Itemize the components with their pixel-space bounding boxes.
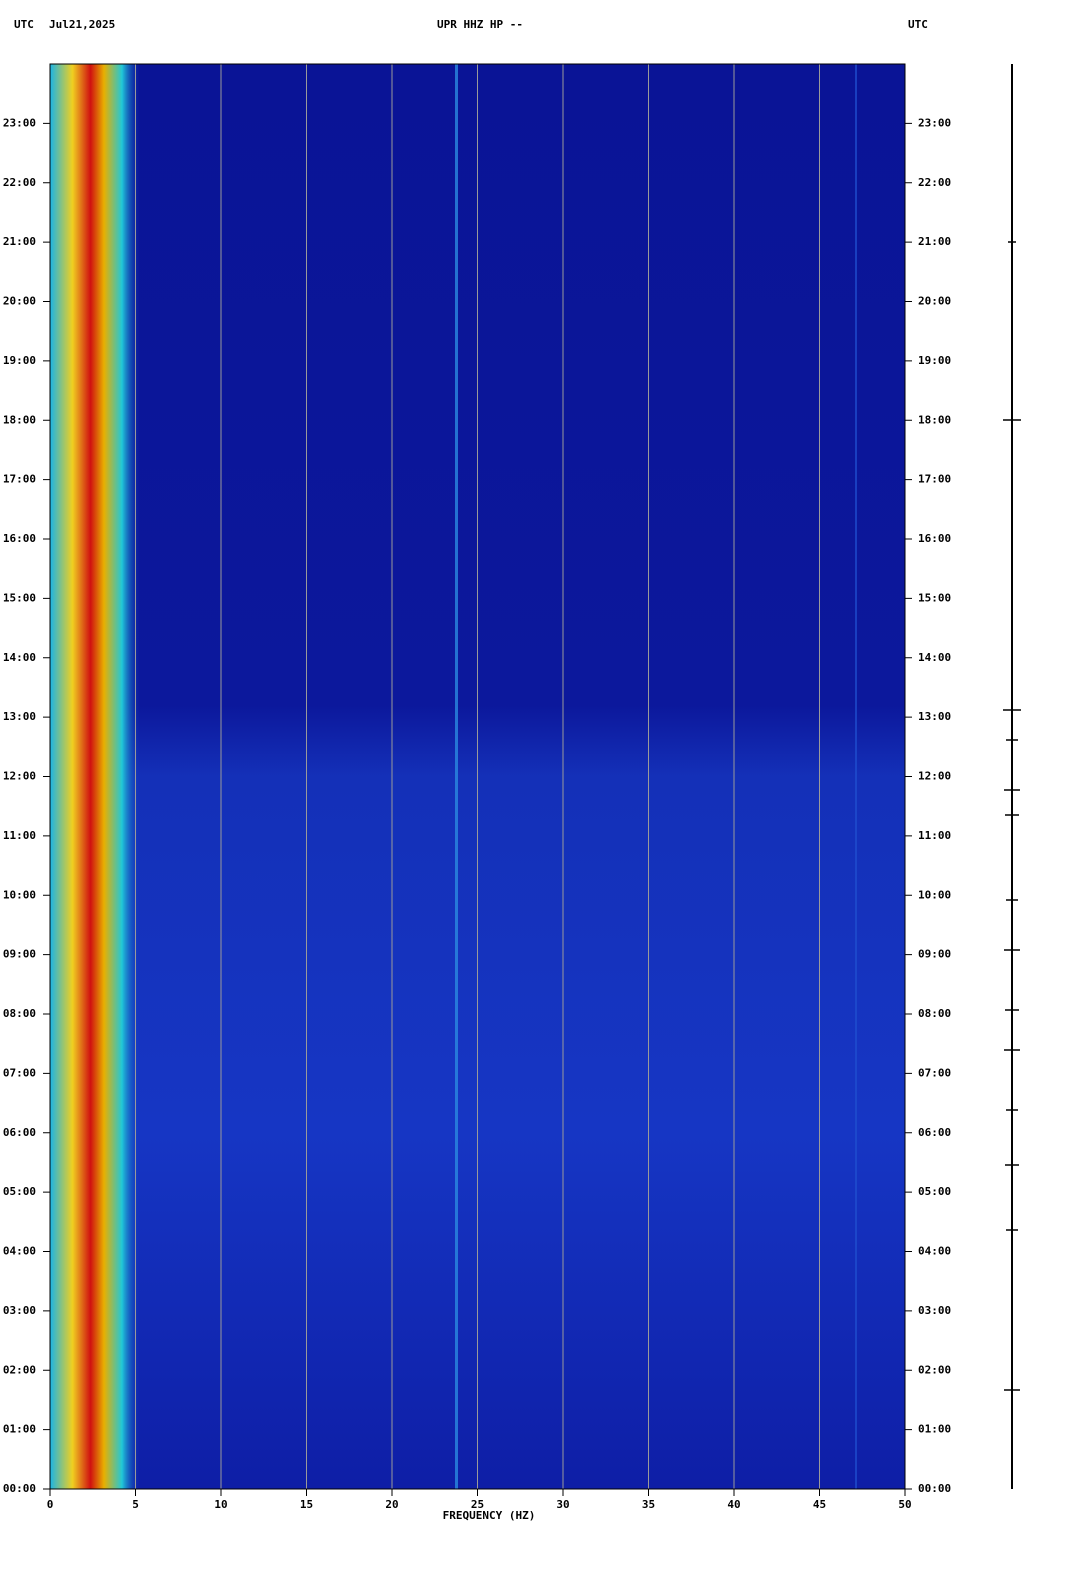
y-tick-label: 00:00: [3, 1482, 36, 1495]
y-tick-label: 05:00: [918, 1185, 951, 1198]
y-tick-label: 02:00: [3, 1363, 36, 1376]
x-tick-label: 15: [300, 1498, 313, 1511]
x-tick-label: 10: [214, 1498, 227, 1511]
y-tick-label: 03:00: [3, 1304, 36, 1317]
seismogram-wiggles: [1003, 241, 1021, 1391]
y-tick-label: 11:00: [3, 829, 36, 842]
y-tick-label: 16:00: [3, 532, 36, 545]
y-tick-label: 15:00: [918, 591, 951, 604]
y-tick-label: 04:00: [918, 1245, 951, 1258]
y-tick-label: 14:00: [918, 651, 951, 664]
y-tick-label: 04:00: [3, 1245, 36, 1258]
y-tick-label: 18:00: [918, 413, 951, 426]
y-tick-label: 10:00: [918, 888, 951, 901]
y-tick-label: 17:00: [918, 473, 951, 486]
y-tick-label: 23:00: [3, 116, 36, 129]
date: Jul21,2025: [49, 18, 115, 31]
y-tick-label: 16:00: [918, 532, 951, 545]
y-tick-label: 15:00: [3, 591, 36, 604]
y-tick-label: 13:00: [918, 710, 951, 723]
y-tick-label: 01:00: [918, 1423, 951, 1436]
x-tick-label: 35: [642, 1498, 655, 1511]
y-tick-label: 06:00: [918, 1126, 951, 1139]
y-tick-label: 07:00: [918, 1066, 951, 1079]
y-tick-label: 03:00: [918, 1304, 951, 1317]
microseism-band: [50, 64, 140, 1489]
y-tick-label: 01:00: [3, 1423, 36, 1436]
x-tick-label: 20: [385, 1498, 398, 1511]
y-tick-label: 10:00: [3, 888, 36, 901]
y-tick-label: 21:00: [3, 235, 36, 248]
y-tick-label: 19:00: [3, 354, 36, 367]
y-tick-label: 02:00: [918, 1363, 951, 1376]
y-tick-label: 08:00: [3, 1007, 36, 1020]
x-tick-label: 45: [813, 1498, 826, 1511]
y-tick-label: 19:00: [918, 354, 951, 367]
x-axis-label: FREQUENCY (HZ): [443, 1509, 536, 1522]
y-tick-label: 11:00: [918, 829, 951, 842]
y-tick-label: 09:00: [918, 948, 951, 961]
y-tick-label: 00:00: [918, 1482, 951, 1495]
y-tick-label: 12:00: [3, 770, 36, 783]
right-timezone: UTC: [908, 18, 928, 31]
y-tick-label: 23:00: [918, 116, 951, 129]
tonal-line: [855, 64, 857, 1489]
y-tick-label: 14:00: [3, 651, 36, 664]
y-tick-label: 22:00: [3, 176, 36, 189]
x-tick-label: 30: [556, 1498, 569, 1511]
y-tick-label: 20:00: [3, 295, 36, 308]
left-timezone: UTC: [14, 18, 34, 31]
plot-frame: [49, 63, 906, 1490]
tonal-line: [455, 64, 458, 1489]
y-tick-label: 20:00: [918, 295, 951, 308]
x-tick-label: 5: [132, 1498, 139, 1511]
y-tick-label: 07:00: [3, 1066, 36, 1079]
x-tick-label: 50: [898, 1498, 911, 1511]
y-tick-label: 06:00: [3, 1126, 36, 1139]
y-tick-label: 05:00: [3, 1185, 36, 1198]
y-tick-label: 21:00: [918, 235, 951, 248]
x-tick-label: 0: [47, 1498, 54, 1511]
y-tick-label: 18:00: [3, 413, 36, 426]
y-tick-label: 17:00: [3, 473, 36, 486]
y-tick-label: 22:00: [918, 176, 951, 189]
y-tick-label: 09:00: [3, 948, 36, 961]
x-tick-label: 40: [727, 1498, 740, 1511]
x-tick-label: 25: [471, 1498, 484, 1511]
chart-title: UPR HHZ HP --: [437, 18, 523, 31]
y-tick-label: 08:00: [918, 1007, 951, 1020]
y-tick-label: 13:00: [3, 710, 36, 723]
y-tick-label: 12:00: [918, 770, 951, 783]
